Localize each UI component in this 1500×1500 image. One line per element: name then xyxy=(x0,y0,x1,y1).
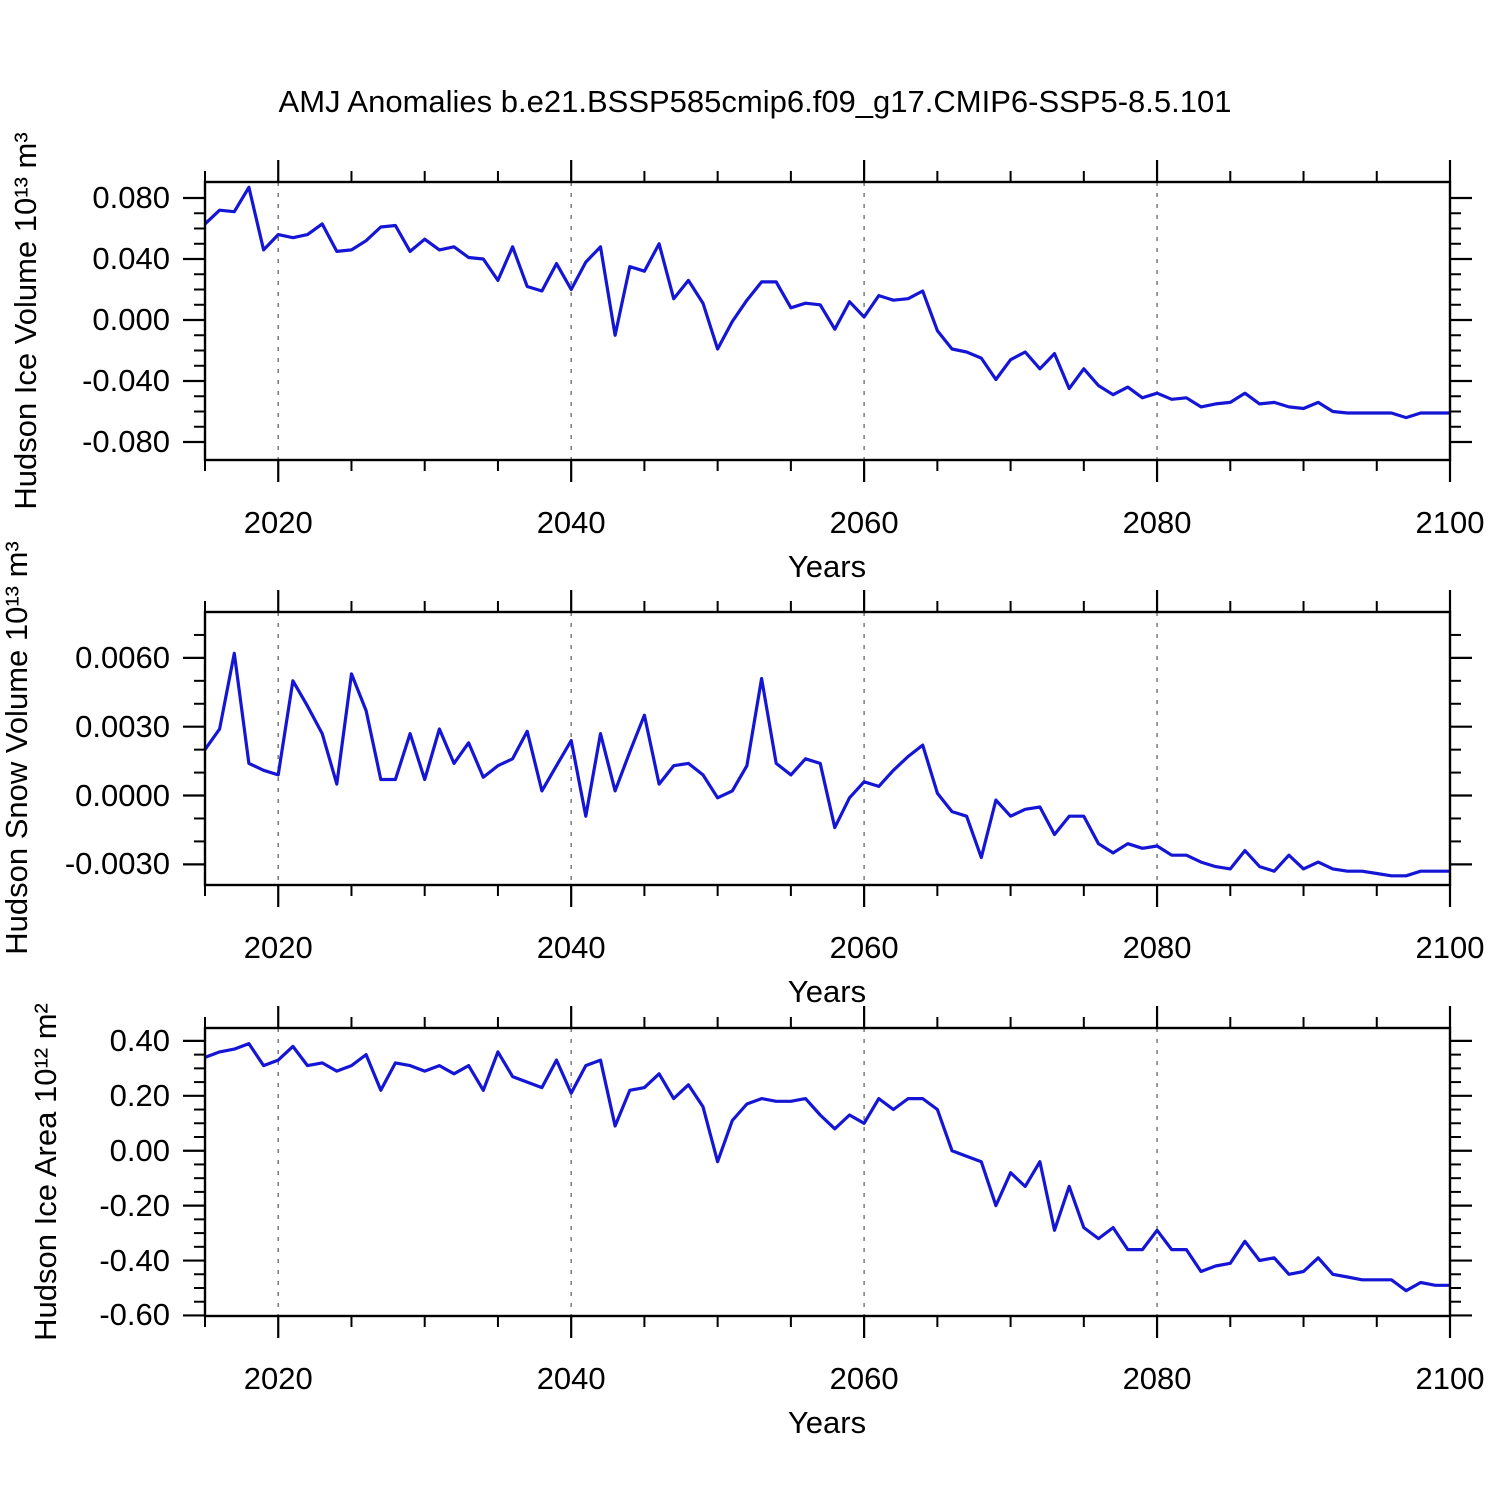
y-tick-label: 0.080 xyxy=(92,180,170,215)
data-line-series xyxy=(203,185,1450,420)
figure-title: AMJ Anomalies b.e21.BSSP585cmip6.f09_g17… xyxy=(278,84,1232,119)
y-tick-label: -0.40 xyxy=(99,1242,170,1278)
plot-frame xyxy=(203,1026,1452,1318)
x-tick-label: 2100 xyxy=(1415,930,1485,965)
y-tick-label: 0.20 xyxy=(109,1077,170,1113)
y-tick-label: -0.040 xyxy=(82,363,170,398)
y-tick-label: -0.080 xyxy=(82,424,170,459)
x-axis-title-chart1: Years xyxy=(787,549,867,584)
x-tick-label: 2080 xyxy=(1122,1361,1192,1396)
x-tick-label: 2040 xyxy=(536,930,606,965)
x-tick-label: 2040 xyxy=(536,505,606,540)
y-tick-label: 0.0000 xyxy=(75,777,170,813)
x-axis-title-chart3: Years xyxy=(787,1405,867,1440)
x-tick-label: 2080 xyxy=(1122,930,1192,965)
y-tick-label: -0.60 xyxy=(99,1297,170,1333)
x-tick-label: 2020 xyxy=(243,1361,313,1396)
x-tick-label: 2100 xyxy=(1415,505,1485,540)
y-tick-label: -0.20 xyxy=(99,1187,170,1223)
y-tick-label: 0.40 xyxy=(109,1022,170,1058)
data-line-series xyxy=(204,1041,1450,1293)
x-tick-label: 2100 xyxy=(1415,1361,1485,1396)
y-axis-title-ice-area: Hudson Ice Area 10¹² m² xyxy=(28,1003,63,1341)
y-axis-title-ice-volume: Hudson Ice Volume 10¹³ m³ xyxy=(8,132,43,510)
x-tick-label: 2020 xyxy=(243,930,313,965)
data-line-series xyxy=(203,651,1450,878)
y-tick-label: 0.0060 xyxy=(75,639,170,675)
x-tick-label: 2060 xyxy=(829,930,899,965)
y-tick-label: 0.040 xyxy=(92,241,170,276)
x-tick-label: 2080 xyxy=(1122,505,1192,540)
y-tick-label: 0.00 xyxy=(109,1132,170,1168)
x-tick-label: 2060 xyxy=(829,1361,899,1396)
x-tick-label: 2060 xyxy=(829,505,899,540)
plot-frame xyxy=(203,180,1452,462)
x-tick-label: 2020 xyxy=(243,505,313,540)
plot-frame xyxy=(203,610,1452,887)
y-tick-label: 0.000 xyxy=(92,302,170,337)
y-tick-label: 0.0030 xyxy=(75,708,170,744)
y-tick-label: -0.0030 xyxy=(64,846,170,882)
y-axis-title-snow-volume: Hudson Snow Volume 10¹³ m³ xyxy=(0,541,34,955)
x-axis-title-chart2: Years xyxy=(787,974,867,1009)
x-tick-label: 2040 xyxy=(536,1361,606,1396)
